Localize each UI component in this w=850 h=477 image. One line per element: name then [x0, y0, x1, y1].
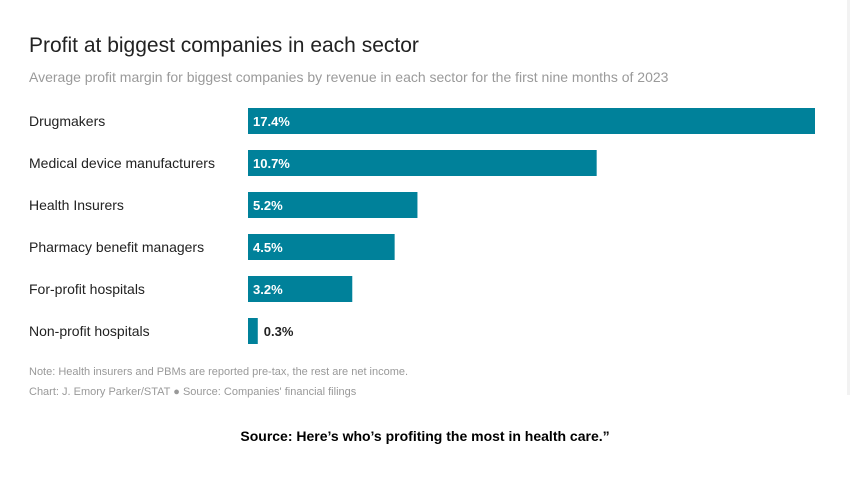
data-label: 17.4% — [253, 114, 290, 129]
category-label: Non-profit hospitals — [29, 323, 150, 339]
data-label: 3.2% — [253, 282, 283, 297]
bar-chart: Drugmakers 17.4% Medical device manufactur… — [29, 108, 815, 344]
bar — [248, 318, 258, 344]
data-label: 10.7% — [253, 156, 290, 171]
category-label: Pharmacy benefit managers — [29, 239, 204, 255]
right-border — [847, 0, 850, 395]
category-label: Drugmakers — [29, 113, 105, 129]
category-label: Health Insurers — [29, 197, 124, 213]
bar — [248, 234, 395, 260]
chart-subtitle: Average profit margin for biggest compan… — [29, 69, 669, 85]
data-label: 4.5% — [253, 240, 283, 255]
bar — [248, 192, 418, 218]
chart-title: Profit at biggest companies in each sect… — [29, 34, 419, 57]
bar — [248, 108, 815, 134]
data-label: 5.2% — [253, 198, 283, 213]
chart-credit: Chart: J. Emory Parker/STAT ● Source: Co… — [29, 386, 357, 398]
source-caption: Source: Here’s who’s profiting the most … — [240, 428, 610, 444]
bar — [248, 150, 597, 176]
data-label: 0.3% — [264, 324, 294, 339]
chart-note: Note: Health insurers and PBMs are repor… — [29, 366, 409, 378]
bar — [248, 276, 353, 302]
category-label: Medical device manufacturers — [29, 155, 215, 171]
category-label: For-profit hospitals — [29, 281, 145, 297]
